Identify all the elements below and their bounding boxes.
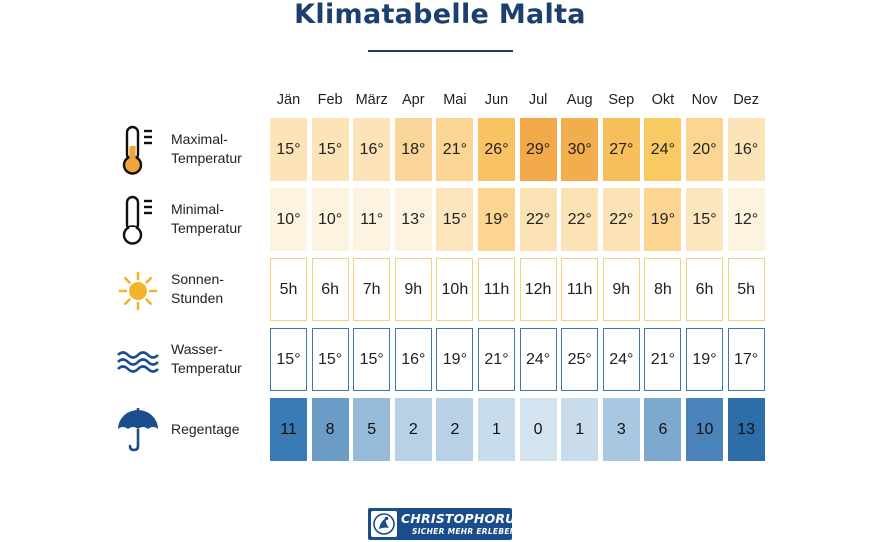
cell-min-temp: 11°: [353, 188, 391, 251]
cell-min-temp: 22°: [519, 188, 557, 251]
cell-max-temp: 29°: [519, 118, 557, 181]
month-label: Okt: [651, 92, 675, 108]
row-label-rain-days: Regentage: [171, 420, 240, 439]
cell-water-temp: 24°: [519, 328, 557, 391]
row-label-line: Maximal-: [171, 131, 228, 147]
cell-sun-hours: 7h: [353, 258, 391, 321]
cell-sun-hours: 8h: [644, 258, 682, 321]
cell-max-temp: 26°: [478, 118, 515, 181]
cell-min-temp: 19°: [644, 188, 682, 251]
cell-sun-hours: 6h: [311, 258, 349, 321]
month-label: Aug: [566, 92, 593, 108]
cell-max-temp: 15°: [311, 118, 349, 181]
month-label: Feb: [317, 92, 343, 108]
cell-min-temp: 15°: [686, 188, 723, 251]
cell-max-temp: 21°: [436, 118, 474, 181]
cell-rain-days: 1: [561, 398, 599, 461]
month-label: Sep: [608, 92, 635, 108]
cell-water-temp: 16°: [394, 328, 432, 391]
logo-slogan: SICHER MEHR ERLEBEN: [412, 527, 517, 536]
cell-max-temp: 16°: [353, 118, 391, 181]
row-label-line: Sonnen-: [171, 271, 224, 287]
cell-rain-days: 10: [686, 398, 723, 461]
cell-rain-days: 13: [727, 398, 765, 461]
cell-sun-hours: 11h: [561, 258, 599, 321]
sun-icon: [114, 262, 162, 318]
cell-min-temp: 22°: [561, 188, 599, 251]
cell-water-temp: 17°: [727, 328, 765, 391]
cell-max-temp: 27°: [602, 118, 640, 181]
cell-sun-hours: 10h: [436, 258, 474, 321]
cell-min-temp: 12°: [727, 188, 765, 251]
thermometer-low-icon: [114, 192, 162, 248]
cell-rain-days: 1: [478, 398, 515, 461]
cell-max-temp: 30°: [561, 118, 599, 181]
waves-icon: [114, 332, 162, 388]
cell-sun-hours: 5h: [727, 258, 765, 321]
cell-rain-days: 6: [644, 398, 682, 461]
cell-min-temp: 19°: [478, 188, 515, 251]
cell-sun-hours: 5h: [270, 258, 307, 321]
christophorus-logo-icon: [371, 511, 397, 537]
cell-sun-hours: 6h: [686, 258, 723, 321]
row-label-max-temp: Maximal- Temperatur: [171, 130, 242, 168]
row-label-water-temp: Wasser- Temperatur: [171, 340, 242, 378]
cell-sun-hours: 9h: [394, 258, 432, 321]
cell-min-temp: 10°: [311, 188, 349, 251]
cell-water-temp: 15°: [270, 328, 307, 391]
cell-sun-hours: 9h: [602, 258, 640, 321]
cell-min-temp: 13°: [394, 188, 432, 251]
cell-max-temp: 16°: [727, 118, 765, 181]
row-label-sun-hours: Sonnen- Stunden: [171, 270, 224, 308]
row-label-line: Regentage: [171, 420, 240, 437]
cell-min-temp: 10°: [270, 188, 307, 251]
cell-rain-days: 0: [519, 398, 557, 461]
logo-name: CHRISTOPHORUS: [401, 511, 525, 526]
month-label: Mai: [443, 92, 467, 108]
cell-sun-hours: 12h: [519, 258, 557, 321]
cell-water-temp: 21°: [478, 328, 515, 391]
cell-max-temp: 15°: [270, 118, 307, 181]
row-label-line: Minimal-: [171, 201, 224, 217]
row-label-line: Stunden: [171, 290, 224, 306]
cell-max-temp: 20°: [686, 118, 723, 181]
christophorus-logo: CHRISTOPHORUS SICHER MEHR ERLEBEN: [368, 508, 525, 540]
cell-rain-days: 2: [394, 398, 432, 461]
cell-rain-days: 3: [602, 398, 640, 461]
cell-sun-hours: 11h: [478, 258, 515, 321]
cell-water-temp: 19°: [436, 328, 474, 391]
umbrella-icon: [114, 402, 162, 458]
cell-rain-days: 11: [270, 398, 307, 461]
month-label: Dez: [733, 92, 759, 108]
row-label-line: Wasser-: [171, 341, 223, 357]
row-label-min-temp: Minimal- Temperatur: [171, 200, 242, 238]
month-label: Nov: [691, 92, 718, 108]
cell-min-temp: 22°: [602, 188, 640, 251]
title-underline: [368, 50, 513, 52]
cell-rain-days: 5: [353, 398, 391, 461]
cell-water-temp: 25°: [561, 328, 599, 391]
cell-max-temp: 18°: [394, 118, 432, 181]
page-title: Klimatabelle Malta: [294, 0, 586, 30]
month-label: Jän: [276, 92, 301, 108]
cell-water-temp: 24°: [602, 328, 640, 391]
cell-water-temp: 15°: [311, 328, 349, 391]
cell-water-temp: 19°: [686, 328, 723, 391]
cell-max-temp: 24°: [644, 118, 682, 181]
cell-water-temp: 21°: [644, 328, 682, 391]
row-label-line: Temperatur: [171, 150, 242, 166]
month-label: Jun: [484, 92, 509, 108]
month-label: März: [355, 92, 388, 108]
thermometer-high-icon: [114, 122, 162, 178]
month-label: Jul: [528, 92, 548, 108]
row-label-line: Temperatur: [171, 360, 242, 376]
cell-water-temp: 15°: [353, 328, 391, 391]
cell-min-temp: 15°: [436, 188, 474, 251]
month-label: Apr: [402, 92, 425, 108]
row-label-line: Temperatur: [171, 220, 242, 236]
cell-rain-days: 8: [311, 398, 349, 461]
cell-rain-days: 2: [436, 398, 474, 461]
